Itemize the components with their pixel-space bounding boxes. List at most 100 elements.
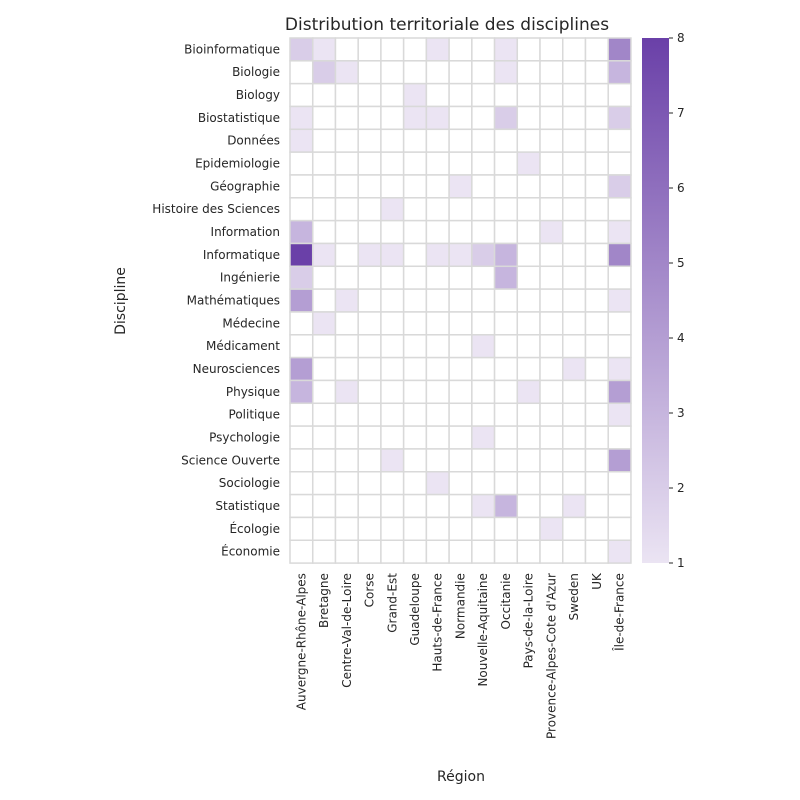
heatmap-cell [539,151,564,176]
heatmap-cell [562,356,587,382]
heatmap-cell [539,128,564,153]
heatmap-cell [448,402,473,427]
heatmap-cell [425,37,450,62]
y-tick-label: Informatique [203,248,280,262]
colorbar-tick-label: 2 [677,481,685,495]
heatmap-cell [448,242,473,268]
heatmap-cell [584,448,609,473]
heatmap-cell [539,197,564,222]
heatmap-cell [516,82,541,108]
heatmap-cell [607,311,632,336]
heatmap-cell [493,402,519,427]
y-tick-label: Statistique [215,499,280,513]
heatmap-cell [448,334,473,359]
heatmap-cell [357,219,382,245]
y-tick-label: Ingénierie [220,271,280,285]
y-tick-label: Information [211,225,280,239]
heatmap-cell [539,539,564,564]
heatmap-cell [380,60,405,85]
colorbar-ticks: 1 2 3 4 5 6 7 8 [669,31,685,570]
heatmap-cell [402,105,428,131]
heatmap-cell [334,82,359,108]
heatmap-cell [357,539,382,564]
heatmap-cell [357,471,382,496]
heatmap-cell [516,471,541,496]
heatmap-cell [539,493,564,519]
heatmap-cell [584,288,609,313]
heatmap-cell [584,105,609,131]
heatmap-cell [334,105,359,131]
heatmap-cell [425,219,450,245]
heatmap-cell [334,334,359,359]
heatmap-cell [516,197,541,222]
heatmap-cell [539,288,564,313]
heatmap-cell [562,379,587,405]
heatmap-cell [402,242,428,268]
heatmap-cell [357,288,382,313]
heatmap-cell [493,448,519,473]
heatmap-cell [289,471,314,496]
y-tick-labels: Bioinformatique Biologie Biology Biostatis… [152,42,280,558]
heatmap-cell [471,105,496,131]
heatmap-cell [357,265,382,290]
heatmap-cell [493,82,519,108]
heatmap-cell [425,288,450,313]
heatmap-cell [402,539,428,564]
heatmap-cell [448,288,473,313]
heatmap-cell [562,402,587,427]
heatmap-cell [448,265,473,290]
heatmap-cell [584,151,609,176]
heatmap-cell [607,37,632,62]
heatmap-cell [402,356,428,382]
heatmap-cell [539,334,564,359]
heatmap-cell [357,356,382,382]
heatmap-cell [380,493,405,519]
heatmap-cell [334,37,359,62]
heatmap-cell [562,60,587,85]
heatmap-cell [289,539,314,564]
heatmap-cell [562,493,587,519]
heatmap-cell [357,311,382,336]
heatmap-cell [380,265,405,290]
heatmap-cell [562,82,587,108]
y-tick-label: Physique [226,385,280,399]
heatmap-cell [311,288,337,313]
heatmap-cell [516,448,541,473]
heatmap-cell [402,197,428,222]
colorbar [642,38,669,563]
heatmap-cell [516,174,541,199]
heatmap-cell [357,493,382,519]
heatmap-cell [493,105,519,131]
heatmap-cell [539,356,564,382]
heatmap-cell [425,379,450,405]
heatmap-cell [584,471,609,496]
heatmap-cell [289,425,314,450]
heatmap-cell [357,516,382,542]
heatmap-cell [311,174,337,199]
heatmap-cell [402,516,428,542]
heatmap-cell [607,219,632,245]
heatmap-cell [380,105,405,131]
heatmap-cell [380,151,405,176]
heatmap-cell [607,242,632,268]
heatmap-cell [516,128,541,153]
heatmap-cell [471,471,496,496]
y-tick-label: Économie [221,544,280,559]
heatmap-cell [607,379,632,405]
heatmap-cell [607,151,632,176]
heatmap-cell [448,37,473,62]
heatmap-cell [402,425,428,450]
heatmap-cell [562,334,587,359]
heatmap-cell [562,288,587,313]
heatmap-cell [334,174,359,199]
heatmap-cell [539,219,564,245]
heatmap-cell [380,334,405,359]
x-tick-label: Corse [363,573,377,607]
heatmap-cell [334,242,359,268]
colorbar-tick-label: 3 [677,406,685,420]
heatmap-cell [562,37,587,62]
heatmap-cell [471,60,496,85]
heatmap-cell [471,379,496,405]
heatmap-cell [425,105,450,131]
heatmap-cell [380,402,405,427]
